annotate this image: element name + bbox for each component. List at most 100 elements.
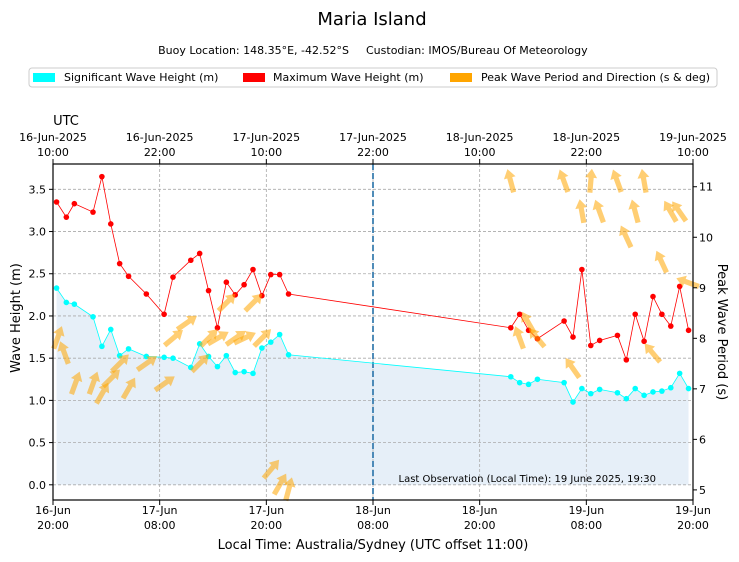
top-tick-label-date: 17-Jun-2025	[232, 131, 300, 144]
maxh-point	[107, 221, 114, 227]
period-arrow	[198, 329, 218, 348]
maxh-point	[641, 338, 647, 345]
x-tick-label-time: 20:00	[677, 519, 709, 532]
x-tick-label-date: 19-Jun	[568, 504, 604, 517]
swh-point	[99, 343, 105, 350]
x-tick-label-time: 08:00	[144, 519, 176, 532]
swh-point	[614, 389, 621, 396]
period-arrow	[224, 330, 246, 347]
custodian: Custodian: IMOS/Bureau Of Meteorology	[366, 44, 588, 57]
period-arrow	[51, 326, 65, 350]
maxh-point	[214, 324, 221, 331]
maxh-point	[561, 318, 567, 324]
swh-area-fill	[56, 288, 689, 485]
y2-tick-label: 8	[699, 332, 706, 345]
legend-swatch-swh	[33, 73, 55, 82]
period-arrow	[585, 168, 598, 193]
swh-point	[685, 385, 692, 392]
period-arrow	[120, 377, 136, 400]
swh-point	[507, 373, 514, 380]
maxh-point	[587, 342, 594, 349]
maxh-point	[516, 311, 523, 318]
legend-swatch-period	[450, 73, 472, 82]
maxh-point	[685, 327, 692, 334]
buoy-location: Buoy Location: 148.35°E, -42.52°S	[158, 44, 349, 57]
maxh-point	[53, 199, 60, 205]
swh-point	[232, 369, 239, 376]
period-arrow	[261, 459, 280, 480]
period-arrow	[135, 356, 157, 373]
period-arrow	[565, 357, 582, 380]
swh-point	[650, 389, 656, 395]
period-arrow	[637, 168, 650, 193]
swh-point	[53, 285, 60, 291]
maxh-point	[285, 291, 292, 297]
swh-point	[214, 363, 221, 370]
legend-label-swh: Significant Wave Height (m)	[64, 71, 218, 84]
swh-point	[63, 299, 70, 306]
maxh-point	[650, 293, 656, 300]
y-tick-label: 3.0	[29, 226, 47, 239]
x-tick-label-time: 20:00	[250, 519, 282, 532]
period-arrow	[243, 293, 263, 313]
swh-point	[276, 331, 283, 338]
y2-tick-label: 6	[699, 433, 706, 446]
maxh-point	[676, 283, 683, 290]
maxh-point	[614, 332, 621, 339]
period-arrow	[557, 169, 571, 193]
swh-point	[587, 390, 594, 397]
swh-point	[570, 399, 576, 405]
maxh-point	[170, 274, 176, 280]
top-axis-title: UTC	[53, 114, 79, 129]
top-tick-label-time: 10:00	[37, 146, 69, 159]
top-tick-label-time: 22:00	[144, 146, 176, 159]
period-arrow	[592, 199, 606, 224]
y2-axis-label: Peak Wave Period (s)	[714, 264, 729, 400]
top-tick-label-time: 22:00	[570, 146, 602, 159]
maxh-point	[276, 271, 283, 278]
period-arrow	[654, 250, 669, 274]
period-arrow	[175, 315, 197, 332]
swh-point	[259, 345, 265, 351]
y-tick-label: 1.5	[29, 352, 47, 365]
annotation-last-observation: Last Observation (Local Time): 19 June 2…	[399, 474, 657, 485]
swh-point	[667, 384, 674, 391]
swh-point	[534, 376, 541, 383]
swh-point	[579, 385, 585, 392]
x-tick-label-date: 17-Jun	[142, 504, 178, 517]
period-arrow	[512, 326, 526, 350]
period-arrow	[206, 331, 229, 347]
period-arrow	[110, 354, 129, 374]
y-tick-label: 2.5	[29, 268, 47, 281]
y-tick-label: 2.0	[29, 310, 47, 323]
x-tick-label-date: 18-Jun	[355, 504, 391, 517]
maxh-point	[161, 311, 167, 318]
maxh-point	[623, 357, 630, 363]
maxh-point	[570, 334, 576, 340]
swh-point	[561, 379, 567, 386]
maxh-point	[659, 311, 665, 318]
swh-point	[170, 355, 176, 361]
legend-label-maxh: Maximum Wave Height (m)	[273, 71, 424, 84]
period-arrow	[190, 354, 209, 374]
maxh-point	[187, 257, 194, 264]
y-axis-label: Wave Height (m)	[9, 263, 24, 373]
y2-tick-label: 5	[699, 484, 706, 497]
legend: Significant Wave Height (m) Maximum Wave…	[28, 67, 718, 88]
swh-point	[223, 352, 230, 359]
maxh-point	[71, 200, 78, 207]
period-arrow	[57, 341, 71, 365]
top-tick-label-date: 19-Jun-2025	[659, 131, 727, 144]
maxh-point	[596, 337, 603, 344]
period-arrow	[101, 369, 120, 389]
x-tick-label-date: 19-Jun	[675, 504, 711, 517]
swh-point	[90, 314, 96, 320]
maxh-point	[63, 214, 70, 220]
x-tick-label-time: 20:00	[37, 519, 69, 532]
period-arrow	[153, 376, 175, 393]
maxh-point	[223, 279, 230, 285]
maxh-point	[196, 250, 203, 257]
swh-point	[285, 351, 292, 358]
chart-title: Maria Island	[317, 9, 426, 30]
swh-point	[641, 392, 647, 399]
